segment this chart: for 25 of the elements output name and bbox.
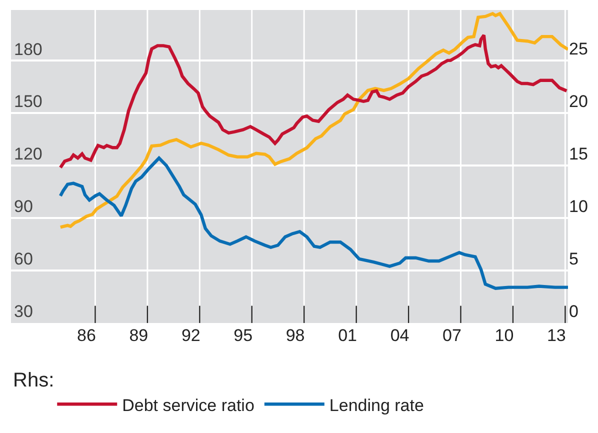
y-tick-label: 60 — [14, 250, 33, 269]
y-tick-label: 120 — [14, 144, 42, 164]
y2-tick-label: 15 — [569, 144, 588, 164]
y-tick-label: 180 — [14, 40, 42, 59]
legend-label: Lending rate — [329, 396, 424, 415]
y2-tick-label: 25 — [569, 39, 588, 58]
x-tick-label: 04 — [390, 326, 410, 345]
x-tick-label: 07 — [442, 326, 462, 345]
x-tick-label: 13 — [546, 326, 566, 345]
x-tick-label: 89 — [129, 326, 148, 345]
x-tick-label: 92 — [181, 326, 200, 345]
y2-tick-label: 20 — [569, 92, 588, 111]
y2-tick-label: 10 — [569, 197, 588, 216]
legend-title: Rhs: — [13, 370, 54, 392]
legend-label: Debt service ratio — [122, 396, 254, 415]
x-tick-label: 95 — [234, 326, 253, 345]
y-tick-label: 90 — [14, 197, 33, 216]
x-tick-label: 98 — [286, 326, 305, 345]
y2-tick-label: 5 — [569, 250, 578, 269]
x-tick-label: 86 — [76, 326, 96, 345]
y-tick-label: 150 — [14, 92, 42, 112]
x-tick-label: 10 — [494, 326, 514, 345]
y-tick-label: 30 — [14, 302, 33, 322]
x-tick-label: 01 — [338, 326, 357, 345]
y2-tick-label: 0 — [569, 302, 578, 322]
